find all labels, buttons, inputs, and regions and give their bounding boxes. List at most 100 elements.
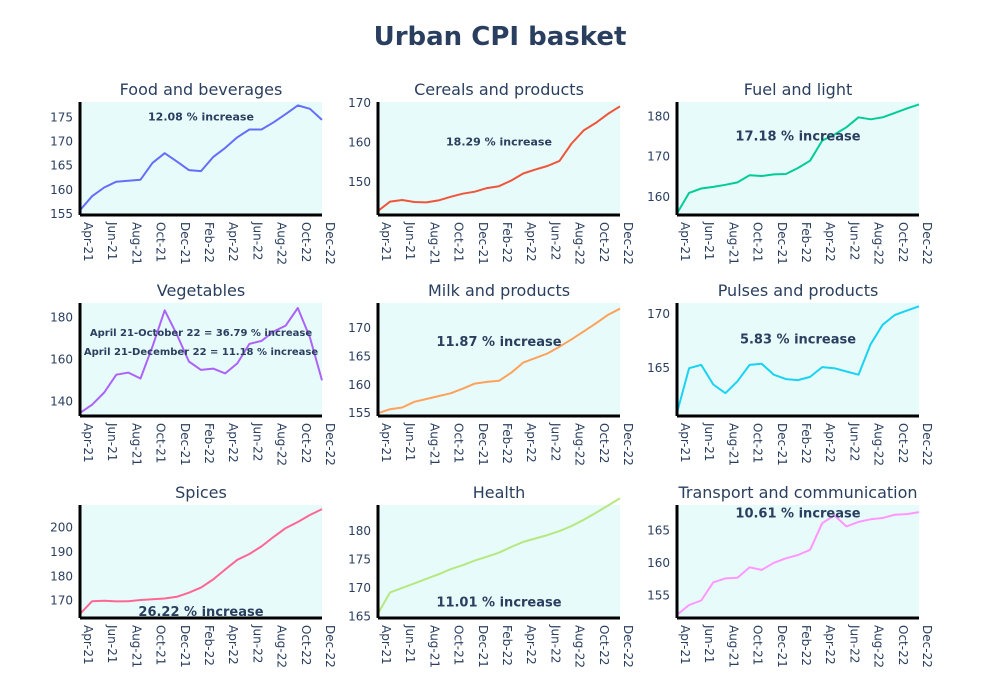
- x-tick-label: Oct-21: [452, 423, 466, 463]
- data-point: [582, 128, 586, 132]
- x-tick-label: Jun-22: [847, 624, 861, 663]
- data-point: [437, 198, 441, 202]
- data-point: [139, 178, 143, 182]
- data-point: [473, 559, 477, 563]
- data-point: [893, 313, 897, 317]
- data-point: [320, 118, 324, 122]
- data-point: [606, 112, 610, 116]
- data-point: [582, 329, 586, 333]
- data-point: [114, 180, 118, 184]
- data-point: [163, 597, 167, 601]
- data-point: [424, 397, 428, 401]
- x-tick-label: Aug-21: [726, 423, 740, 466]
- data-point: [509, 371, 513, 375]
- x-tick-label: Jun-21: [105, 624, 119, 663]
- data-point: [223, 146, 227, 150]
- page-title: Urban CPI basket: [373, 22, 627, 52]
- data-point: [582, 518, 586, 522]
- chart-panel: 155 160 165 170 175 Apr-21 Jun-21 Aug-21 Oct-21 D…: [50, 80, 337, 265]
- annotation-label: 10.61 % increase: [735, 506, 860, 521]
- data-point: [772, 172, 776, 176]
- y-tick-label: 180: [50, 311, 73, 325]
- x-tick-label: Apr-21: [379, 423, 393, 463]
- data-point: [905, 106, 909, 110]
- data-point: [175, 595, 179, 599]
- data-point: [606, 313, 610, 317]
- data-point: [917, 102, 921, 106]
- data-point: [570, 337, 574, 341]
- x-tick-label: Aug-22: [275, 222, 289, 265]
- plot-area: [80, 505, 322, 618]
- series-line: [377, 307, 621, 415]
- data-point: [114, 373, 118, 377]
- x-tick-label: Aug-22: [573, 222, 587, 265]
- data-point: [412, 400, 416, 404]
- x-tick-label: Aug-21: [726, 625, 740, 668]
- data-point: [760, 362, 764, 366]
- annotation-label: 11.87 % increase: [436, 335, 561, 350]
- x-tick-label: Aug-22: [573, 423, 587, 466]
- y-tick-label: 190: [50, 545, 73, 559]
- data-point: [594, 511, 598, 515]
- x-tick-label: Aug-22: [872, 222, 886, 265]
- data-point: [473, 190, 477, 194]
- data-point: [424, 577, 428, 581]
- x-tick-label: Dec-22: [323, 222, 337, 265]
- data-point: [296, 520, 300, 524]
- data-point: [497, 184, 501, 188]
- data-point: [235, 135, 239, 139]
- data-point: [187, 591, 191, 595]
- data-point: [163, 151, 167, 155]
- data-point: [260, 128, 264, 132]
- x-tick-label: Apr-22: [823, 222, 837, 262]
- panel-title: Pulses and products: [718, 281, 879, 300]
- data-point: [102, 599, 106, 603]
- y-tick-label: 150: [348, 175, 371, 189]
- y-tick-label: 180: [348, 524, 371, 538]
- x-tick-label: Apr-22: [226, 423, 240, 463]
- annotation-label: April 21-December 22 = 11.18 % increase: [84, 347, 319, 358]
- data-point: [211, 578, 215, 582]
- x-tick-label: Feb-22: [500, 423, 514, 464]
- x-tick-label: Feb-22: [202, 423, 216, 464]
- data-point: [199, 169, 203, 173]
- x-tick-label: Apr-21: [678, 222, 692, 262]
- data-point: [893, 111, 897, 115]
- data-point: [832, 366, 836, 370]
- panel-title: Spices: [175, 483, 227, 502]
- data-point: [235, 361, 239, 365]
- panel-title: Milk and products: [428, 281, 570, 300]
- x-tick-label: Aug-21: [726, 222, 740, 265]
- plot-area: [378, 102, 620, 215]
- panel-title: Cereals and products: [414, 80, 584, 99]
- x-tick-label: Oct-22: [299, 222, 313, 262]
- data-point: [400, 198, 404, 202]
- x-tick-label: Jun-22: [250, 422, 264, 461]
- data-point: [126, 179, 130, 183]
- data-point: [594, 121, 598, 125]
- annotation-label: 12.08 % increase: [148, 111, 254, 124]
- x-tick-label: Jun-21: [403, 422, 417, 461]
- data-point: [748, 363, 752, 367]
- x-tick-label: Feb-22: [202, 625, 216, 666]
- x-tick-label: Apr-22: [524, 423, 538, 463]
- data-point: [126, 371, 130, 375]
- data-point: [388, 407, 392, 411]
- data-point: [881, 115, 885, 119]
- chart-panel: 150 160 170 Apr-21 Jun-21 Aug-21 Oct-21 Dec-21 F…: [348, 80, 635, 265]
- y-tick-label: 170: [348, 96, 371, 110]
- data-point: [437, 394, 441, 398]
- data-point: [760, 174, 764, 178]
- data-point: [296, 306, 300, 310]
- y-tick-label: 160: [647, 190, 670, 204]
- data-point: [736, 379, 740, 383]
- data-point: [187, 168, 191, 172]
- x-tick-label: Dec-22: [920, 423, 934, 466]
- data-point: [211, 155, 215, 159]
- x-tick-label: Oct-22: [896, 423, 910, 463]
- data-point: [545, 352, 549, 356]
- data-point: [247, 342, 251, 346]
- data-point: [808, 159, 812, 163]
- data-point: [772, 373, 776, 377]
- y-tick-label: 165: [647, 523, 670, 537]
